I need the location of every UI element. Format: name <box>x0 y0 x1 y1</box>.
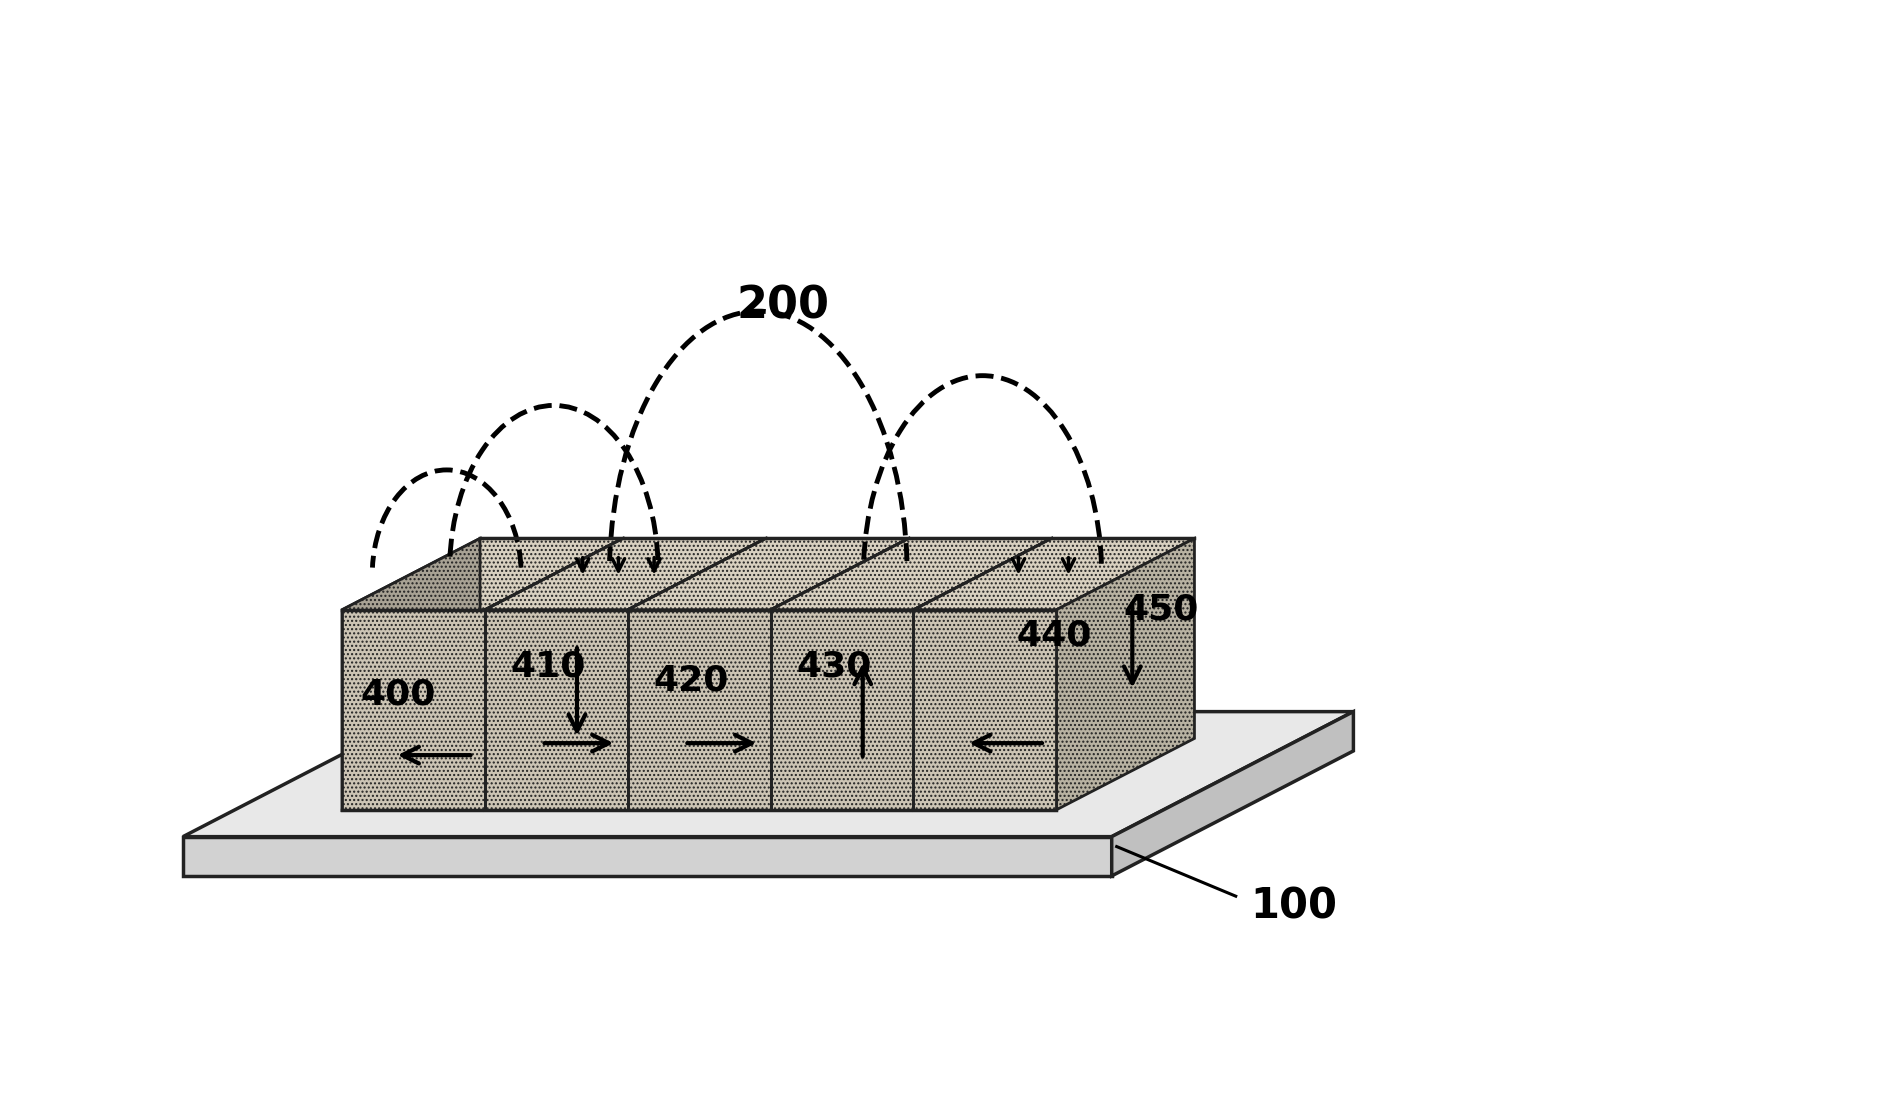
Polygon shape <box>913 539 1051 810</box>
Polygon shape <box>627 610 771 810</box>
Polygon shape <box>184 712 1354 837</box>
Polygon shape <box>1057 539 1195 810</box>
Text: 400: 400 <box>362 677 436 711</box>
Polygon shape <box>627 539 909 610</box>
Polygon shape <box>771 610 913 810</box>
Polygon shape <box>343 539 479 810</box>
Polygon shape <box>913 610 1057 810</box>
Text: 200: 200 <box>737 285 830 328</box>
Polygon shape <box>771 610 913 810</box>
Text: 430: 430 <box>797 649 871 683</box>
Text: 440: 440 <box>1017 619 1091 653</box>
Polygon shape <box>913 539 1195 610</box>
Polygon shape <box>913 610 1057 810</box>
Polygon shape <box>485 610 627 810</box>
Text: 410: 410 <box>511 649 587 683</box>
Polygon shape <box>627 539 765 810</box>
Text: 420: 420 <box>653 663 729 697</box>
Polygon shape <box>343 610 485 810</box>
Polygon shape <box>485 610 627 810</box>
Polygon shape <box>1112 712 1354 875</box>
Polygon shape <box>771 539 909 810</box>
Polygon shape <box>184 837 1112 875</box>
Polygon shape <box>485 539 765 610</box>
Polygon shape <box>343 610 485 810</box>
Polygon shape <box>627 610 771 810</box>
Polygon shape <box>485 539 623 810</box>
Polygon shape <box>343 539 623 610</box>
Text: 100: 100 <box>1250 885 1337 927</box>
Polygon shape <box>771 539 1051 610</box>
Text: 450: 450 <box>1123 592 1199 626</box>
